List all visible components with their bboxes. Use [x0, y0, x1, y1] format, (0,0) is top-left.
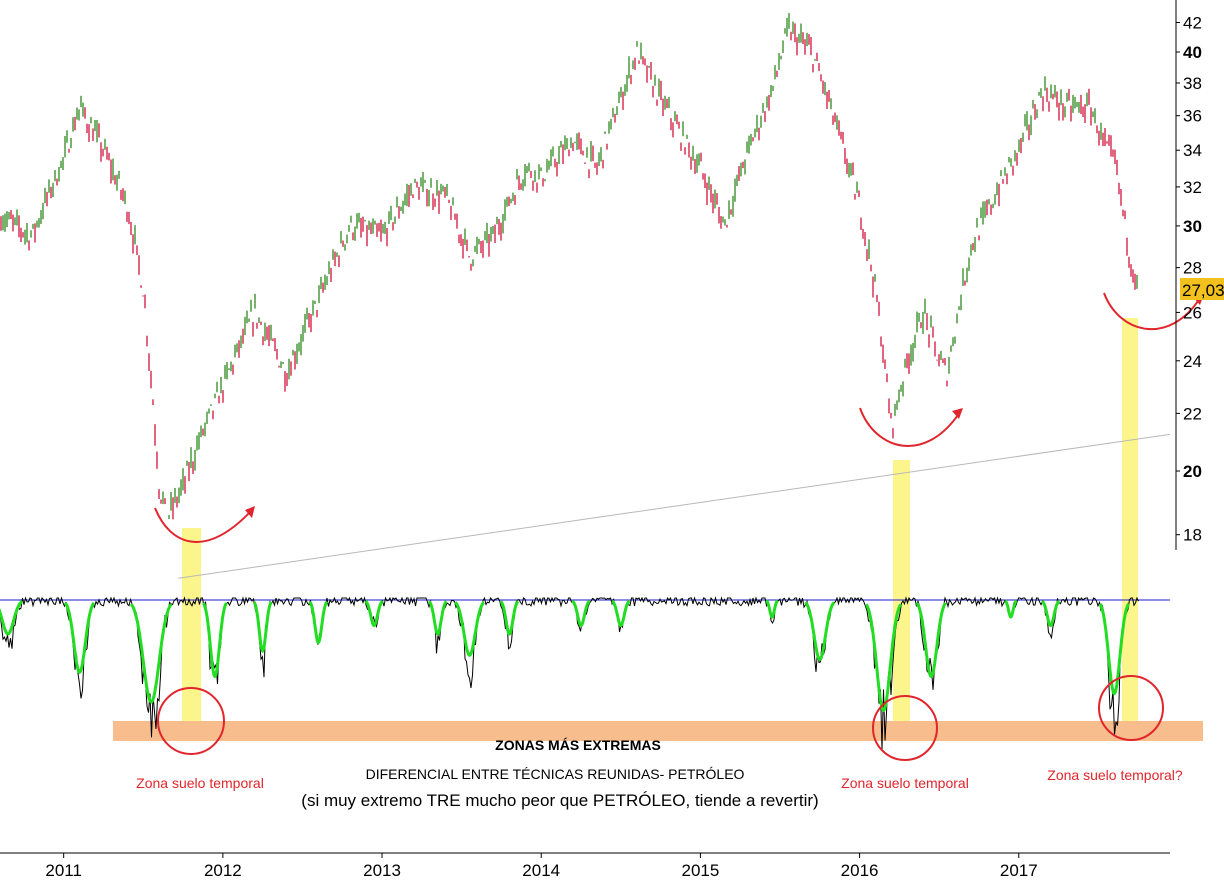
highlight-column-2016	[893, 460, 910, 722]
x-axis-ticks: 2011 2012 2013 2014 2015 2016 2017	[45, 853, 1038, 880]
x-tick-label: 2011	[45, 861, 82, 880]
y-tick-label: 42	[1183, 14, 1202, 33]
y-tick-label: 36	[1183, 107, 1202, 126]
oscillator-smooth-segment	[611, 599, 631, 628]
y-tick-label: 20	[1183, 462, 1202, 481]
x-tick-label: 2013	[363, 861, 401, 880]
y-tick-label: 34	[1183, 141, 1202, 160]
y-tick-label: 38	[1183, 74, 1202, 93]
reversal-arrow-2011	[154, 507, 253, 543]
extreme-circles	[157, 675, 1164, 761]
oscillator-smooth-segment	[1041, 599, 1061, 628]
y-tick-label: 30	[1183, 217, 1202, 236]
zone-label-2011: Zona suelo temporal	[136, 775, 264, 791]
oscillator-smooth-segment	[364, 599, 384, 628]
indicator-title: DIFERENCIAL ENTRE TÉCNICAS REUNIDAS- PET…	[366, 766, 745, 782]
reversal-arrows	[154, 292, 1204, 543]
oscillator-smooth-segment	[427, 600, 448, 636]
oscillator-smooth-segment	[129, 603, 173, 704]
y-tick-label: 26	[1183, 303, 1202, 322]
x-tick-label: 2017	[1000, 861, 1038, 880]
x-tick-label: 2014	[522, 861, 560, 880]
y-tick-label: 28	[1183, 259, 1202, 278]
oscillator-smooth-segment	[63, 601, 96, 675]
y-tick-label: 18	[1183, 526, 1202, 545]
y-tick-label: 24	[1183, 352, 1202, 371]
oscillator-smooth-segment	[499, 600, 520, 636]
last-value-label: 27,03	[1182, 281, 1224, 300]
extreme-zone-band	[113, 721, 1203, 741]
x-tick-label: 2016	[841, 861, 879, 880]
y-tick-label: 22	[1183, 404, 1202, 423]
indicator-subtitle: (si muy extremo TRE mucho peor que PETRÓ…	[301, 791, 818, 810]
extreme-circle-2016	[872, 695, 938, 761]
reversal-arrow-2017	[1103, 292, 1201, 331]
oscillator-smooth-segment	[915, 602, 947, 679]
oscillator-smooth-segment	[804, 601, 836, 662]
extreme-circle-2017	[1098, 675, 1164, 741]
reversal-arrowhead-2011	[245, 506, 255, 518]
oscillator-raw-line	[0, 596, 1139, 751]
reversal-arrow-2016	[859, 407, 961, 447]
price-bars	[0, 13, 1138, 522]
y-axis-ticks: 42 40 38 36 34 32 30 28 26 24 22 20 18	[1176, 14, 1202, 545]
trendline	[178, 433, 1171, 579]
oscillator-smooth-lines	[0, 599, 1130, 713]
oscillator-smooth-segment	[308, 600, 329, 645]
reversal-arrowhead-2016	[952, 408, 963, 419]
oscillator-smooth-segment	[864, 603, 903, 713]
oscillator-smooth-segment	[571, 599, 591, 628]
oscillator-smooth-segment	[0, 600, 24, 636]
y-tick-label: 32	[1183, 178, 1202, 197]
band-label: ZONAS MÁS EXTREMAS	[495, 737, 661, 753]
highlight-columns	[182, 318, 1138, 722]
oscillator-smooth-segment	[1098, 602, 1130, 696]
oscillator-smooth-segment	[202, 602, 228, 679]
zone-label-2017: Zona suelo temporal?	[1047, 767, 1183, 783]
x-tick-label: 2012	[204, 861, 242, 880]
oscillator-smooth-segment	[765, 599, 779, 620]
zone-label-2016: Zona suelo temporal	[841, 775, 969, 791]
oscillator-smooth-segment	[454, 601, 485, 657]
last-value-box: 27,03	[1180, 278, 1224, 300]
highlight-column-2017	[1122, 318, 1138, 722]
y-tick-label: 40	[1183, 43, 1202, 62]
x-tick-label: 2015	[681, 861, 719, 880]
oscillator-smooth-segment	[1004, 599, 1018, 619]
oscillator-smooth-segment	[252, 601, 273, 654]
extreme-circle-2011	[157, 687, 225, 755]
highlight-column-2011	[182, 528, 201, 722]
